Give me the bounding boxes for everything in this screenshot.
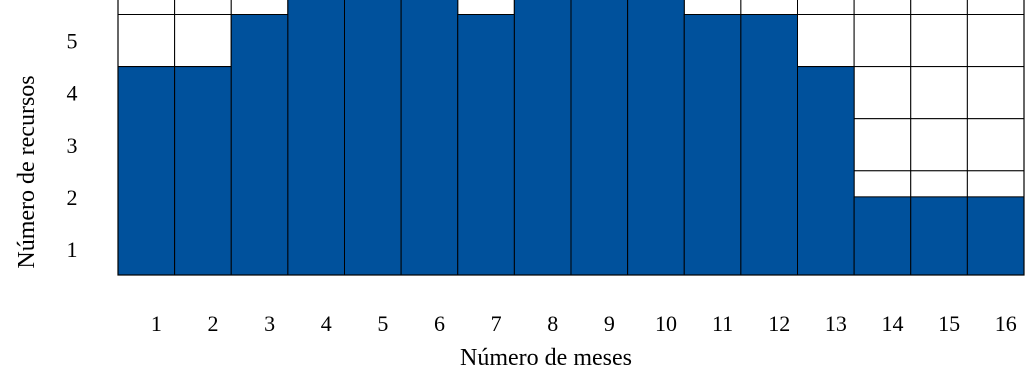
grid-cell — [966, 118, 1025, 172]
grid-cell — [853, 14, 912, 68]
grid-cell — [683, 0, 742, 15]
grid-cell — [853, 0, 912, 15]
x-tick-label: 14 — [881, 311, 903, 336]
bar-month-14 — [853, 196, 912, 276]
grid-cell — [174, 0, 232, 15]
grid-cell — [457, 0, 515, 15]
bar-month-3 — [230, 14, 289, 276]
y-tick-label: 1 — [67, 237, 78, 262]
grid-cell — [966, 66, 1025, 120]
grid-cell — [966, 0, 1025, 15]
x-tick-label: 4 — [321, 311, 332, 336]
bar-month-13 — [797, 66, 855, 276]
grid-cell — [910, 118, 968, 172]
plot-frame — [117, 0, 1025, 276]
x-tick-label: 2 — [207, 311, 218, 336]
grid-cell — [797, 0, 855, 15]
grid-cell — [230, 0, 289, 15]
x-tick-label: 16 — [995, 311, 1017, 336]
bar-month-12 — [740, 14, 798, 276]
x-tick-label: 5 — [377, 311, 388, 336]
bar-month-9 — [570, 0, 629, 276]
grid-cell — [853, 66, 912, 120]
bar-month-10 — [627, 0, 685, 276]
grid-cell — [910, 0, 968, 15]
x-tick-label: 9 — [604, 311, 615, 336]
x-tick-label: 3 — [264, 311, 275, 336]
bar-month-5 — [344, 0, 402, 276]
grid-cell — [117, 14, 176, 68]
bar-month-8 — [513, 0, 572, 276]
bar-month-4 — [287, 0, 345, 276]
x-tick-label: 15 — [938, 311, 960, 336]
x-tick-label: 8 — [547, 311, 558, 336]
bar-month-7 — [457, 14, 515, 276]
x-tick-label: 11 — [712, 311, 733, 336]
bar-month-6 — [400, 0, 459, 276]
grid-cell — [910, 14, 968, 68]
grid-cell — [174, 14, 232, 68]
grid-cell — [966, 14, 1025, 68]
x-tick-label: 6 — [434, 311, 445, 336]
x-tick-labels: 1 2 3 4 5 6 7 8 9 10 11 12 13 14 15 16 — [151, 311, 1017, 336]
grid-cell — [853, 118, 912, 172]
x-tick-label: 12 — [768, 311, 790, 336]
x-tick-label: 13 — [825, 311, 847, 336]
x-axis-title: Número de meses — [460, 345, 632, 371]
bar-month-11 — [683, 14, 742, 276]
y-tick-label: 3 — [67, 133, 78, 158]
x-tick-label: 7 — [491, 311, 502, 336]
bar-month-1 — [117, 66, 176, 276]
bars-layer — [117, 0, 1025, 276]
grid-cell — [740, 0, 798, 15]
grid-cell — [910, 66, 968, 120]
y-tick-labels: 1 2 3 4 5 — [67, 29, 78, 262]
bar-month-16 — [966, 196, 1025, 276]
y-axis-title: Número de recursos — [14, 75, 40, 268]
grid-cell — [117, 0, 176, 15]
bar-month-2 — [174, 66, 232, 276]
bar-month-15 — [910, 196, 968, 276]
y-tick-label: 4 — [67, 81, 78, 106]
y-tick-label: 2 — [67, 185, 78, 210]
y-tick-label: 5 — [67, 29, 78, 54]
x-tick-label: 10 — [655, 311, 677, 336]
x-tick-label: 1 — [151, 311, 162, 336]
outline-layer — [117, 0, 1025, 276]
grid-cell — [797, 14, 855, 68]
